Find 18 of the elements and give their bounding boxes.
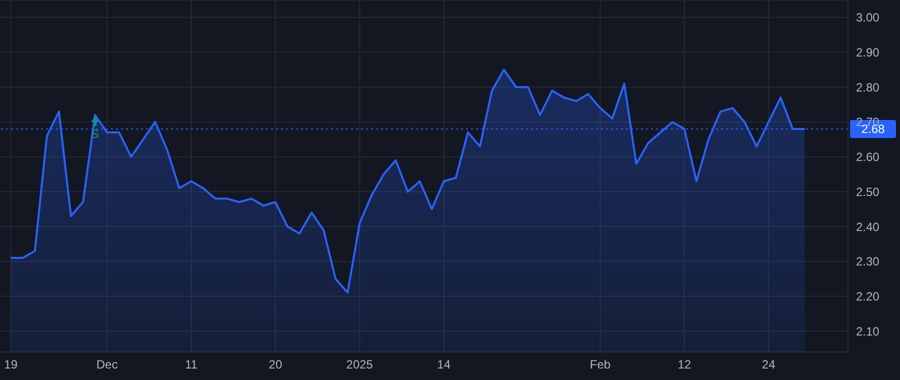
x-tick-label: 20 [268,358,282,372]
x-tick-label: Feb [590,358,611,372]
y-tick-label: 2.50 [856,184,880,199]
y-tick-label: 2.20 [856,290,880,304]
x-tick-label: Dec [96,358,118,372]
y-tick-label: 2.10 [856,324,880,338]
x-tick-label: 2025 [346,358,374,372]
x-tick-label: 12 [678,358,692,372]
y-tick-label: 2.40 [856,220,880,234]
x-tick-label: 19 [4,358,18,372]
x-tick-label: 24 [762,358,776,372]
y-tick-label: 2.90 [856,46,880,60]
y-tick-label: 2.60 [856,150,880,164]
y-tick-label: 3.00 [856,10,880,25]
y-tick-label: 2.80 [856,80,880,94]
y-tick-label: 2.30 [856,254,880,269]
x-tick-label: 11 [185,358,198,372]
x-tick-label: 14 [437,358,451,372]
